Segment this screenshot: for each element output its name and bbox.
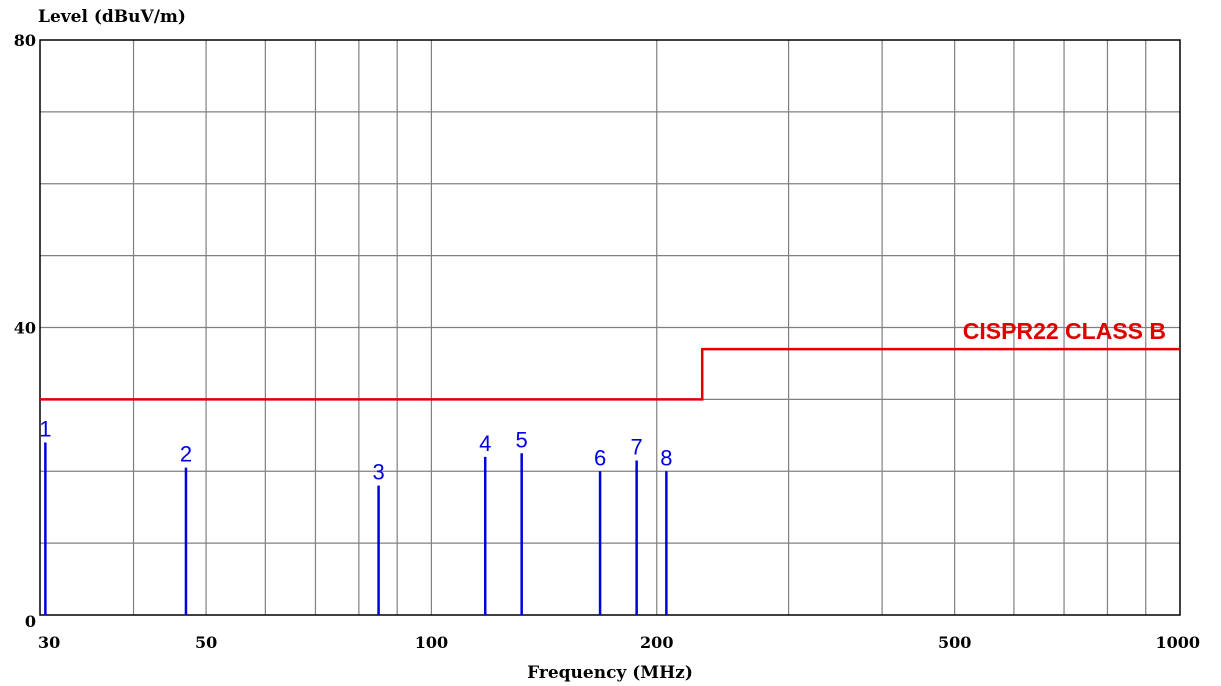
limit-line-label: CISPR22 CLASS B — [963, 318, 1166, 344]
limit-line-group: CISPR22 CLASS B — [40, 318, 1180, 401]
x-tick-label: 500 — [938, 633, 971, 652]
x-tick-label: 50 — [195, 633, 217, 652]
y-ticks: 0 40 80 — [14, 31, 36, 631]
marker-label: 7 — [631, 434, 643, 459]
marker-label: 6 — [594, 445, 606, 470]
x-ticks: 30 50 100 200 500 1000 — [38, 633, 1200, 652]
marker-group: 1 2 3 4 5 6 7 8 — [39, 417, 672, 615]
y-tick-label: 0 — [25, 612, 36, 631]
y-tick-label: 40 — [14, 319, 36, 338]
x-tick-label: 1000 — [1155, 633, 1200, 652]
marker-label: 8 — [660, 445, 672, 470]
marker-label: 4 — [479, 431, 491, 456]
marker-label: 2 — [180, 442, 192, 467]
plot-frame — [39, 39, 1181, 616]
y-tick-label: 80 — [14, 31, 36, 50]
limit-line — [40, 347, 1180, 401]
x-axis-label: Frequency (MHz) — [527, 663, 693, 683]
marker-label: 1 — [39, 417, 51, 442]
x-tick-label: 100 — [415, 633, 448, 652]
y-axis-label: Level (dBuV/m) — [38, 7, 186, 27]
x-tick-label: 30 — [38, 633, 60, 652]
x-tick-label: 200 — [640, 633, 673, 652]
marker-label: 3 — [372, 460, 384, 485]
marker-label: 5 — [516, 427, 528, 452]
